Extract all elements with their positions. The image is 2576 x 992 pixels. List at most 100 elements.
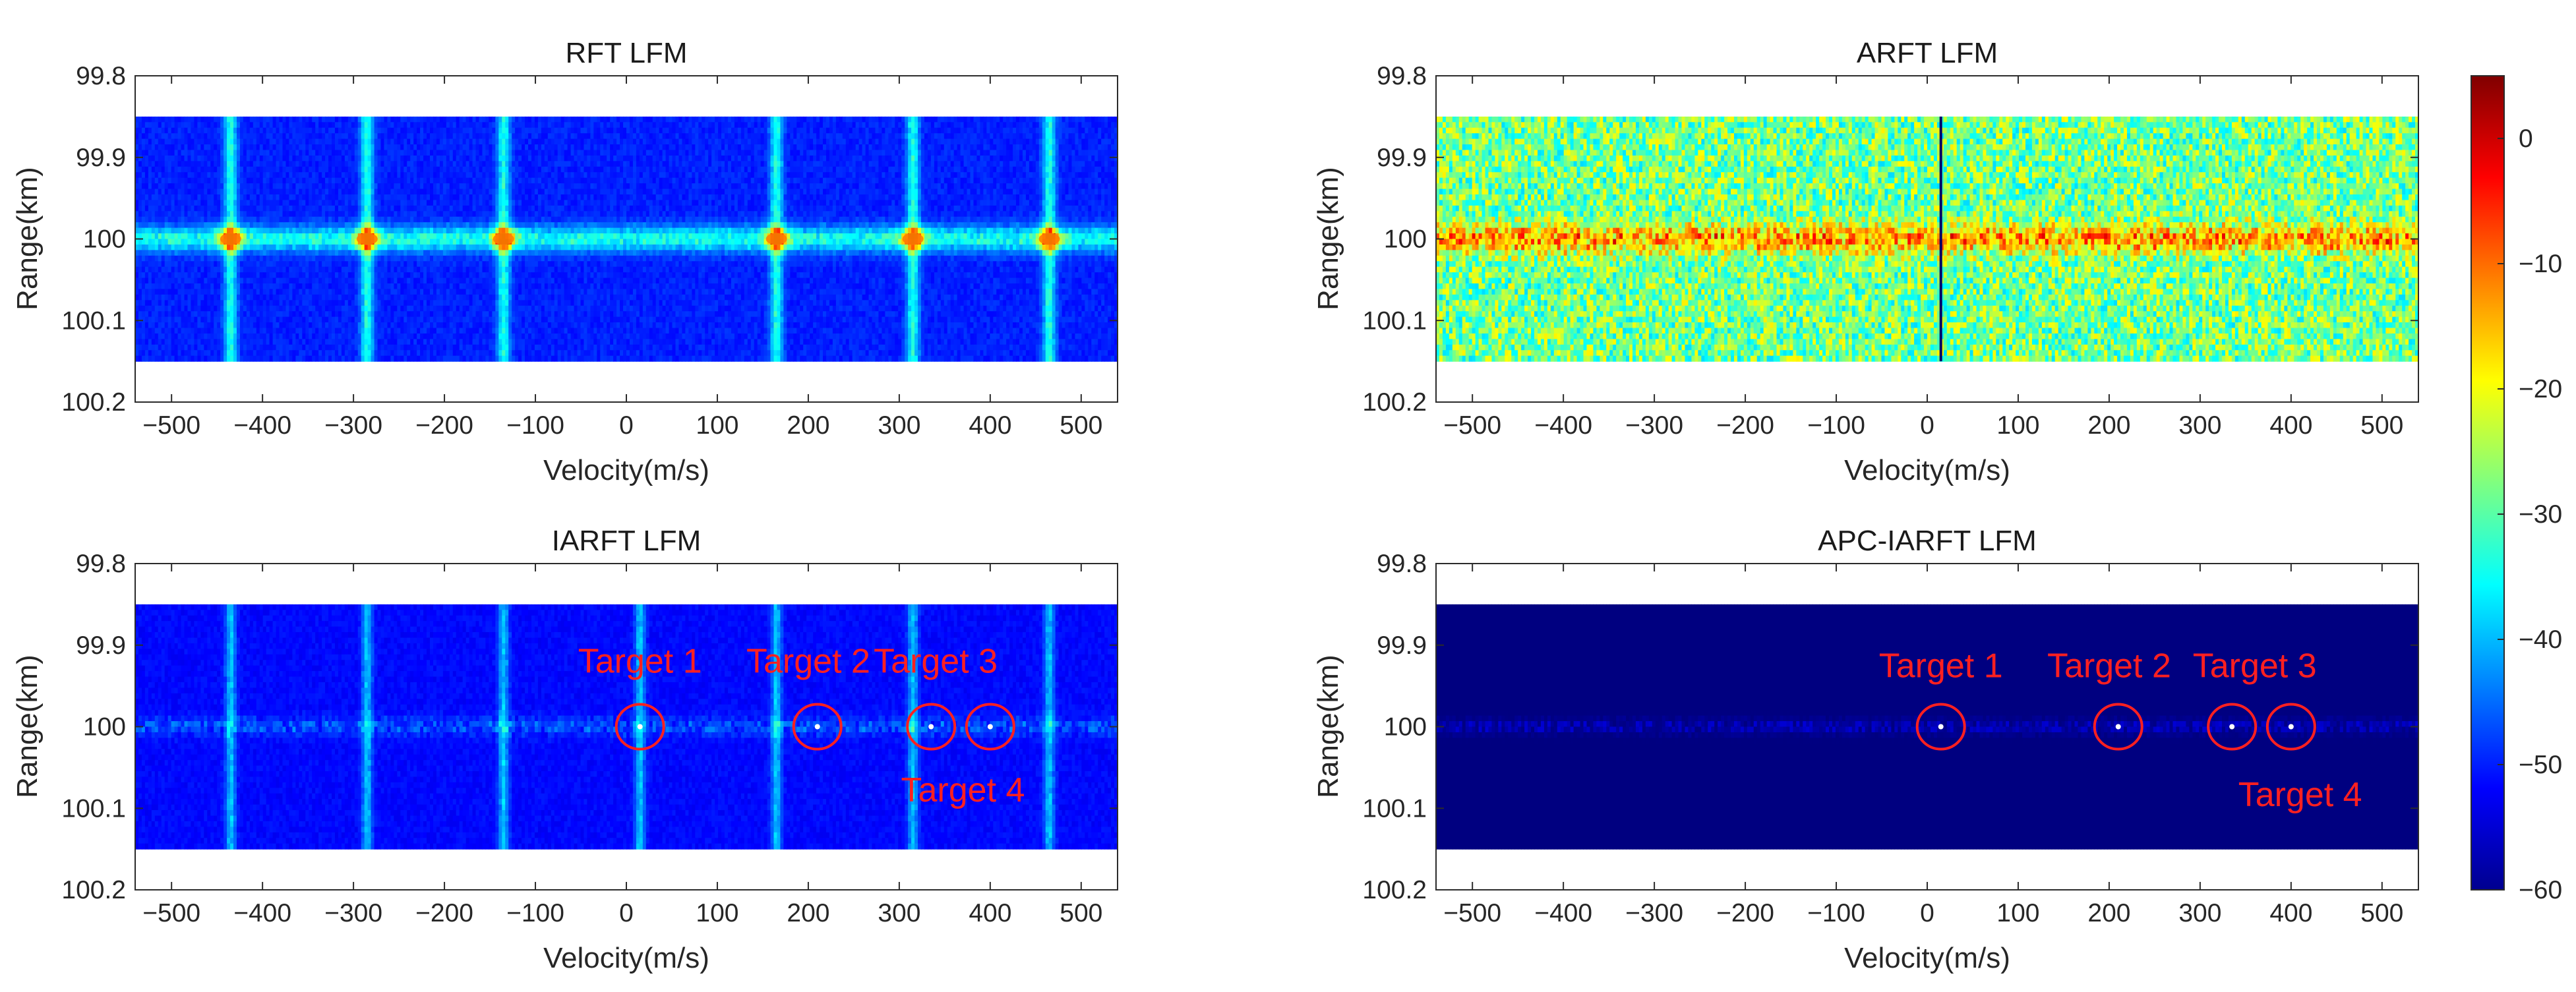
y-tick-label: 100 xyxy=(1384,225,1427,254)
panel-title: ARFT LFM xyxy=(1857,37,1998,69)
x-tick-label: −200 xyxy=(1716,411,1774,440)
x-tick-label: 400 xyxy=(2269,411,2312,440)
panel-apc-iarft: APC-IARFT LFM Target 1 Target 2 Target 3 Ta… xyxy=(1312,525,2419,974)
panel-title: APC-IARFT LFM xyxy=(1818,525,2037,557)
target-label: Target 4 xyxy=(901,771,1025,809)
x-tick-label: −200 xyxy=(1716,899,1774,927)
y-axis-label: Range(km) xyxy=(11,655,44,798)
target-peak xyxy=(2116,724,2121,730)
colorbar-gradient xyxy=(2471,76,2504,890)
target-label: Target 2 xyxy=(746,642,870,680)
x-tick-label: −500 xyxy=(1443,899,1501,927)
x-tick-label: 500 xyxy=(2360,899,2403,927)
target-peak xyxy=(2289,724,2294,730)
x-tick-label: −300 xyxy=(324,899,382,927)
y-tick-label: 100.2 xyxy=(61,388,126,417)
colorbar-ticks: 0−10−20−30−40−50−60 xyxy=(2498,125,2562,904)
heatmap-image xyxy=(1436,117,2419,362)
target-peak xyxy=(638,724,643,730)
y-tick-label: 99.9 xyxy=(76,144,126,172)
target-peak xyxy=(928,724,934,730)
x-tick-label: 500 xyxy=(1060,899,1102,927)
target-peak xyxy=(493,233,514,245)
y-tick-label: 100.1 xyxy=(61,794,126,823)
x-axis-label: Velocity(m/s) xyxy=(543,454,709,486)
target-label: Target 3 xyxy=(2193,647,2317,686)
x-tick-label: −500 xyxy=(142,411,200,440)
target-peak xyxy=(357,233,378,245)
x-tick-label: 0 xyxy=(1920,899,1934,927)
x-tick-label: 500 xyxy=(2360,411,2403,440)
y-axis-label: Range(km) xyxy=(11,167,44,310)
target-peak xyxy=(766,233,787,245)
x-tick-label: 500 xyxy=(1060,411,1102,440)
target-label: Target 1 xyxy=(1879,647,2003,686)
x-tick-label: 100 xyxy=(1996,411,2039,440)
x-tick-label: 100 xyxy=(1996,899,2039,927)
y-tick-label: 100.1 xyxy=(1362,306,1427,335)
target-peak xyxy=(2229,724,2234,730)
x-tick-label: 200 xyxy=(787,411,829,440)
panel-arft: ARFT LFM −500 −400 −300 −200 −100 0 100 200 300 4… xyxy=(1312,37,2419,486)
colorbar-tick-label: 0 xyxy=(2519,125,2533,153)
colorbar-tick-label: −10 xyxy=(2519,250,2562,278)
heatmap-image xyxy=(135,117,1118,362)
x-tick-label: 100 xyxy=(696,411,738,440)
panel-title: RFT LFM xyxy=(566,37,688,69)
panel-title: IARFT LFM xyxy=(552,525,702,557)
x-tick-label: −400 xyxy=(1534,899,1592,927)
colorbar: 0−10−20−30−40−50−60 xyxy=(2471,76,2562,904)
colorbar-tick-label: −30 xyxy=(2519,500,2562,529)
x-tick-label: −100 xyxy=(506,411,564,440)
y-tick-label: 99.8 xyxy=(1377,62,1427,90)
x-tick-label: −100 xyxy=(1807,411,1865,440)
y-tick-label: 100 xyxy=(1384,713,1427,742)
x-tick-label: −100 xyxy=(1807,899,1865,927)
x-tick-label: 400 xyxy=(2269,899,2312,927)
y-tick-label: 100.2 xyxy=(61,876,126,904)
x-tick-label: −400 xyxy=(233,411,291,440)
panel-iarft: IARFT LFM Target 1 Target 2 Target 3Target… xyxy=(11,525,1118,974)
x-tick-label: −500 xyxy=(142,899,200,927)
target-peak xyxy=(220,233,241,245)
y-tick-label: 99.9 xyxy=(1377,144,1427,172)
target-peak xyxy=(815,724,820,730)
y-tick-label: 100.1 xyxy=(1362,794,1427,823)
x-tick-label: 0 xyxy=(619,411,634,440)
y-tick-label: 100.1 xyxy=(61,306,126,335)
x-tick-label: −400 xyxy=(1534,411,1592,440)
target-peak xyxy=(988,724,993,730)
y-tick-label: 99.9 xyxy=(76,631,126,660)
figure: RFT LFM −500 −400 −300 −200 −100 0 100 200 300 40… xyxy=(0,0,2576,992)
y-tick-label: 99.8 xyxy=(76,550,126,578)
y-tick-label: 99.8 xyxy=(76,62,126,90)
x-tick-label: 300 xyxy=(2178,411,2221,440)
x-tick-label: −100 xyxy=(506,899,564,927)
y-tick-label: 99.8 xyxy=(1377,550,1427,578)
target-label: Target 2 xyxy=(2047,647,2171,686)
x-axis-label: Velocity(m/s) xyxy=(543,942,709,974)
y-axis-label: Range(km) xyxy=(1312,167,1344,310)
x-tick-label: −200 xyxy=(415,899,473,927)
heatmap-image xyxy=(135,604,1118,850)
x-tick-label: −300 xyxy=(1625,411,1683,440)
x-tick-label: 0 xyxy=(619,899,634,927)
target-label: Target 3 xyxy=(874,642,998,680)
target-peak xyxy=(1938,724,1944,730)
y-axis-label: Range(km) xyxy=(1312,655,1344,798)
y-tick-label: 99.9 xyxy=(1377,631,1427,660)
x-tick-label: −500 xyxy=(1443,411,1501,440)
target-label: Target 4 xyxy=(2238,776,2362,814)
x-tick-label: 200 xyxy=(787,899,829,927)
target-peak xyxy=(1039,233,1060,245)
panel-rft: RFT LFM −500 −400 −300 −200 −100 0 100 200 300 40… xyxy=(11,37,1118,486)
x-tick-label: 200 xyxy=(2087,411,2130,440)
x-tick-label: 100 xyxy=(696,899,738,927)
y-tick-label: 100 xyxy=(83,713,126,742)
x-tick-label: 300 xyxy=(2178,899,2221,927)
x-tick-label: 300 xyxy=(878,411,920,440)
colorbar-tick-label: −50 xyxy=(2519,751,2562,779)
y-tick-label: 100 xyxy=(83,225,126,254)
x-tick-label: 0 xyxy=(1920,411,1934,440)
colorbar-tick-label: −40 xyxy=(2519,626,2562,654)
